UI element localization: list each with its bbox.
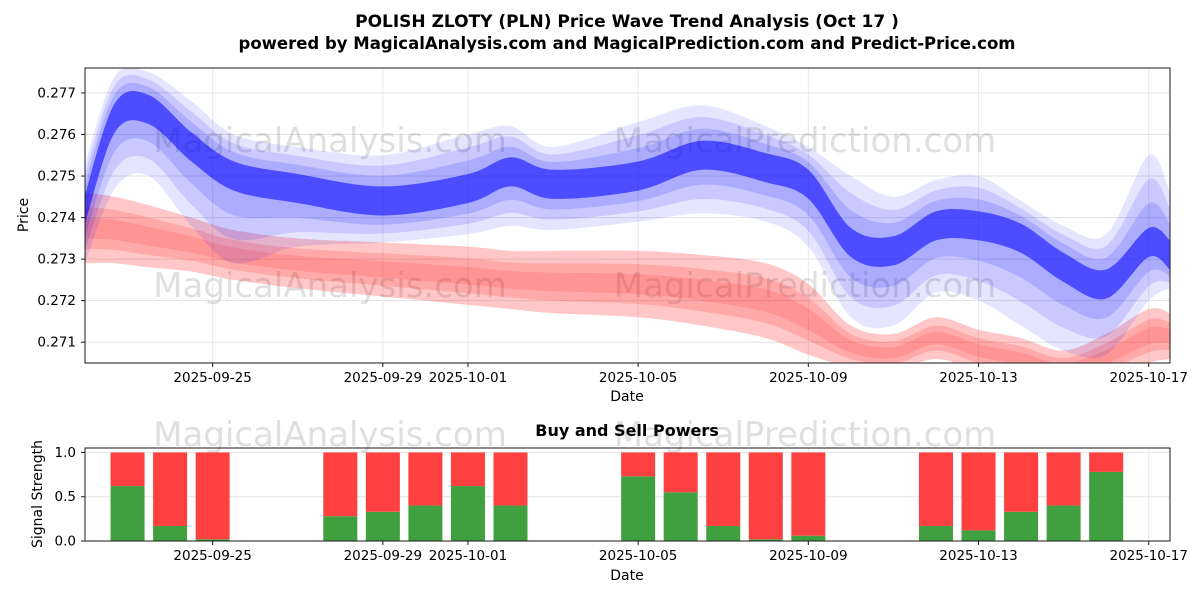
blue-wave-band: [85, 74, 1170, 339]
signal-strength-axis-label: Signal Strength: [30, 439, 46, 549]
x-tick-label: 2025-10-05: [599, 548, 677, 564]
y-tick-label: 0.277: [37, 85, 76, 101]
buy-bar-segment: [365, 511, 400, 541]
buy-bar-segment: [621, 476, 656, 541]
buy-bar-segment: [153, 525, 188, 541]
watermark-text: MagicalAnalysis.com: [153, 266, 507, 306]
red-wave-band: [85, 192, 1170, 363]
sell-bar-segment: [621, 452, 656, 477]
sell-bar-segment: [195, 452, 230, 540]
y-tick-label: 0.0: [55, 534, 76, 550]
buy-bar-segment: [748, 539, 783, 541]
buy-bar-segment: [791, 535, 826, 541]
buy-bar-segment: [323, 516, 358, 541]
buy-bar-segment: [493, 505, 528, 541]
x-tick-label: 2025-10-13: [939, 370, 1017, 386]
x-tick-label: 2025-09-25: [173, 370, 251, 386]
buy-bar-segment: [1004, 511, 1039, 541]
x-tick-label: 2025-10-17: [1109, 370, 1187, 386]
sell-bar-segment: [918, 452, 953, 526]
sell-bar-segment: [748, 452, 783, 540]
sell-bar-segment: [153, 452, 188, 526]
date-axis-label-top: Date: [610, 389, 644, 405]
x-tick-label: 2025-10-09: [769, 370, 847, 386]
buy-bar-segment: [918, 525, 953, 541]
sell-bar-segment: [663, 452, 698, 493]
x-tick-label: 2025-09-29: [344, 548, 422, 564]
buy-bar-segment: [706, 525, 741, 541]
buy-bar-segment: [408, 505, 443, 541]
sell-bar-segment: [323, 452, 358, 517]
axes-spines: [84, 67, 1171, 364]
buy-sell-chart: MagicalAnalysis.com MagicalPrediction.com…: [55, 415, 1188, 564]
buy-bar-segment: [1046, 505, 1081, 541]
sell-bar-segment: [408, 452, 443, 506]
figure-title: POLISH ZLOTY (PLN) Price Wave Trend Anal…: [355, 12, 899, 32]
axes-spines: [84, 447, 1171, 542]
sell-bar-segment: [493, 452, 528, 506]
buy-sell-powers-title: Buy and Sell Powers: [535, 421, 719, 440]
x-tick-label: 2025-10-13: [939, 548, 1017, 564]
price-axis-label: Price: [16, 197, 32, 233]
sell-bar-segment: [961, 452, 996, 531]
y-tick-label: 0.275: [37, 169, 76, 185]
blue-wave-core-band: [85, 91, 1170, 300]
buy-bar-segment: [110, 486, 145, 541]
blue-wave-band: [85, 68, 1170, 359]
date-axis-label-bottom: Date: [610, 568, 644, 584]
y-tick-label: 0.272: [37, 293, 76, 309]
sell-bar-segment: [1046, 452, 1081, 506]
x-tick-label: 2025-09-29: [344, 370, 422, 386]
buy-bar-segment: [663, 492, 698, 541]
buy-bar-segment: [961, 530, 996, 541]
x-tick-label: 2025-10-09: [769, 548, 847, 564]
watermark-text: MagicalPrediction.com: [614, 266, 997, 306]
buy-bar-segment: [450, 486, 485, 541]
sell-bar-segment: [1004, 452, 1039, 512]
sell-bar-segment: [450, 452, 485, 487]
sell-bar-segment: [1089, 452, 1124, 472]
y-tick-label: 0.5: [55, 489, 76, 505]
buy-bar-segment: [1089, 471, 1124, 541]
x-tick-label: 2025-10-05: [599, 370, 677, 386]
red-wave-band: [85, 217, 1170, 363]
x-tick-label: 2025-10-01: [429, 548, 507, 564]
y-tick-label: 0.273: [37, 252, 76, 268]
red-wave-band: [85, 206, 1170, 363]
y-tick-label: 0.276: [37, 127, 76, 143]
x-tick-label: 2025-09-25: [173, 548, 251, 564]
sell-bar-segment: [791, 452, 826, 536]
x-tick-label: 2025-10-17: [1109, 548, 1187, 564]
figure-subtitle: powered by MagicalAnalysis.com and Magic…: [238, 34, 1016, 53]
sell-bar-segment: [110, 452, 145, 487]
x-tick-label: 2025-10-01: [429, 370, 507, 386]
buy-bar-segment: [195, 539, 230, 541]
y-tick-label: 1.0: [55, 445, 76, 461]
watermark-text: MagicalAnalysis.com: [153, 415, 507, 455]
y-tick-label: 0.271: [37, 335, 76, 351]
sell-bar-segment: [706, 452, 741, 526]
price-chart: MagicalAnalysis.com MagicalPrediction.com…: [37, 67, 1188, 386]
y-tick-label: 0.274: [37, 210, 76, 226]
sell-bar-segment: [365, 452, 400, 512]
wave-bands: [85, 68, 1170, 363]
